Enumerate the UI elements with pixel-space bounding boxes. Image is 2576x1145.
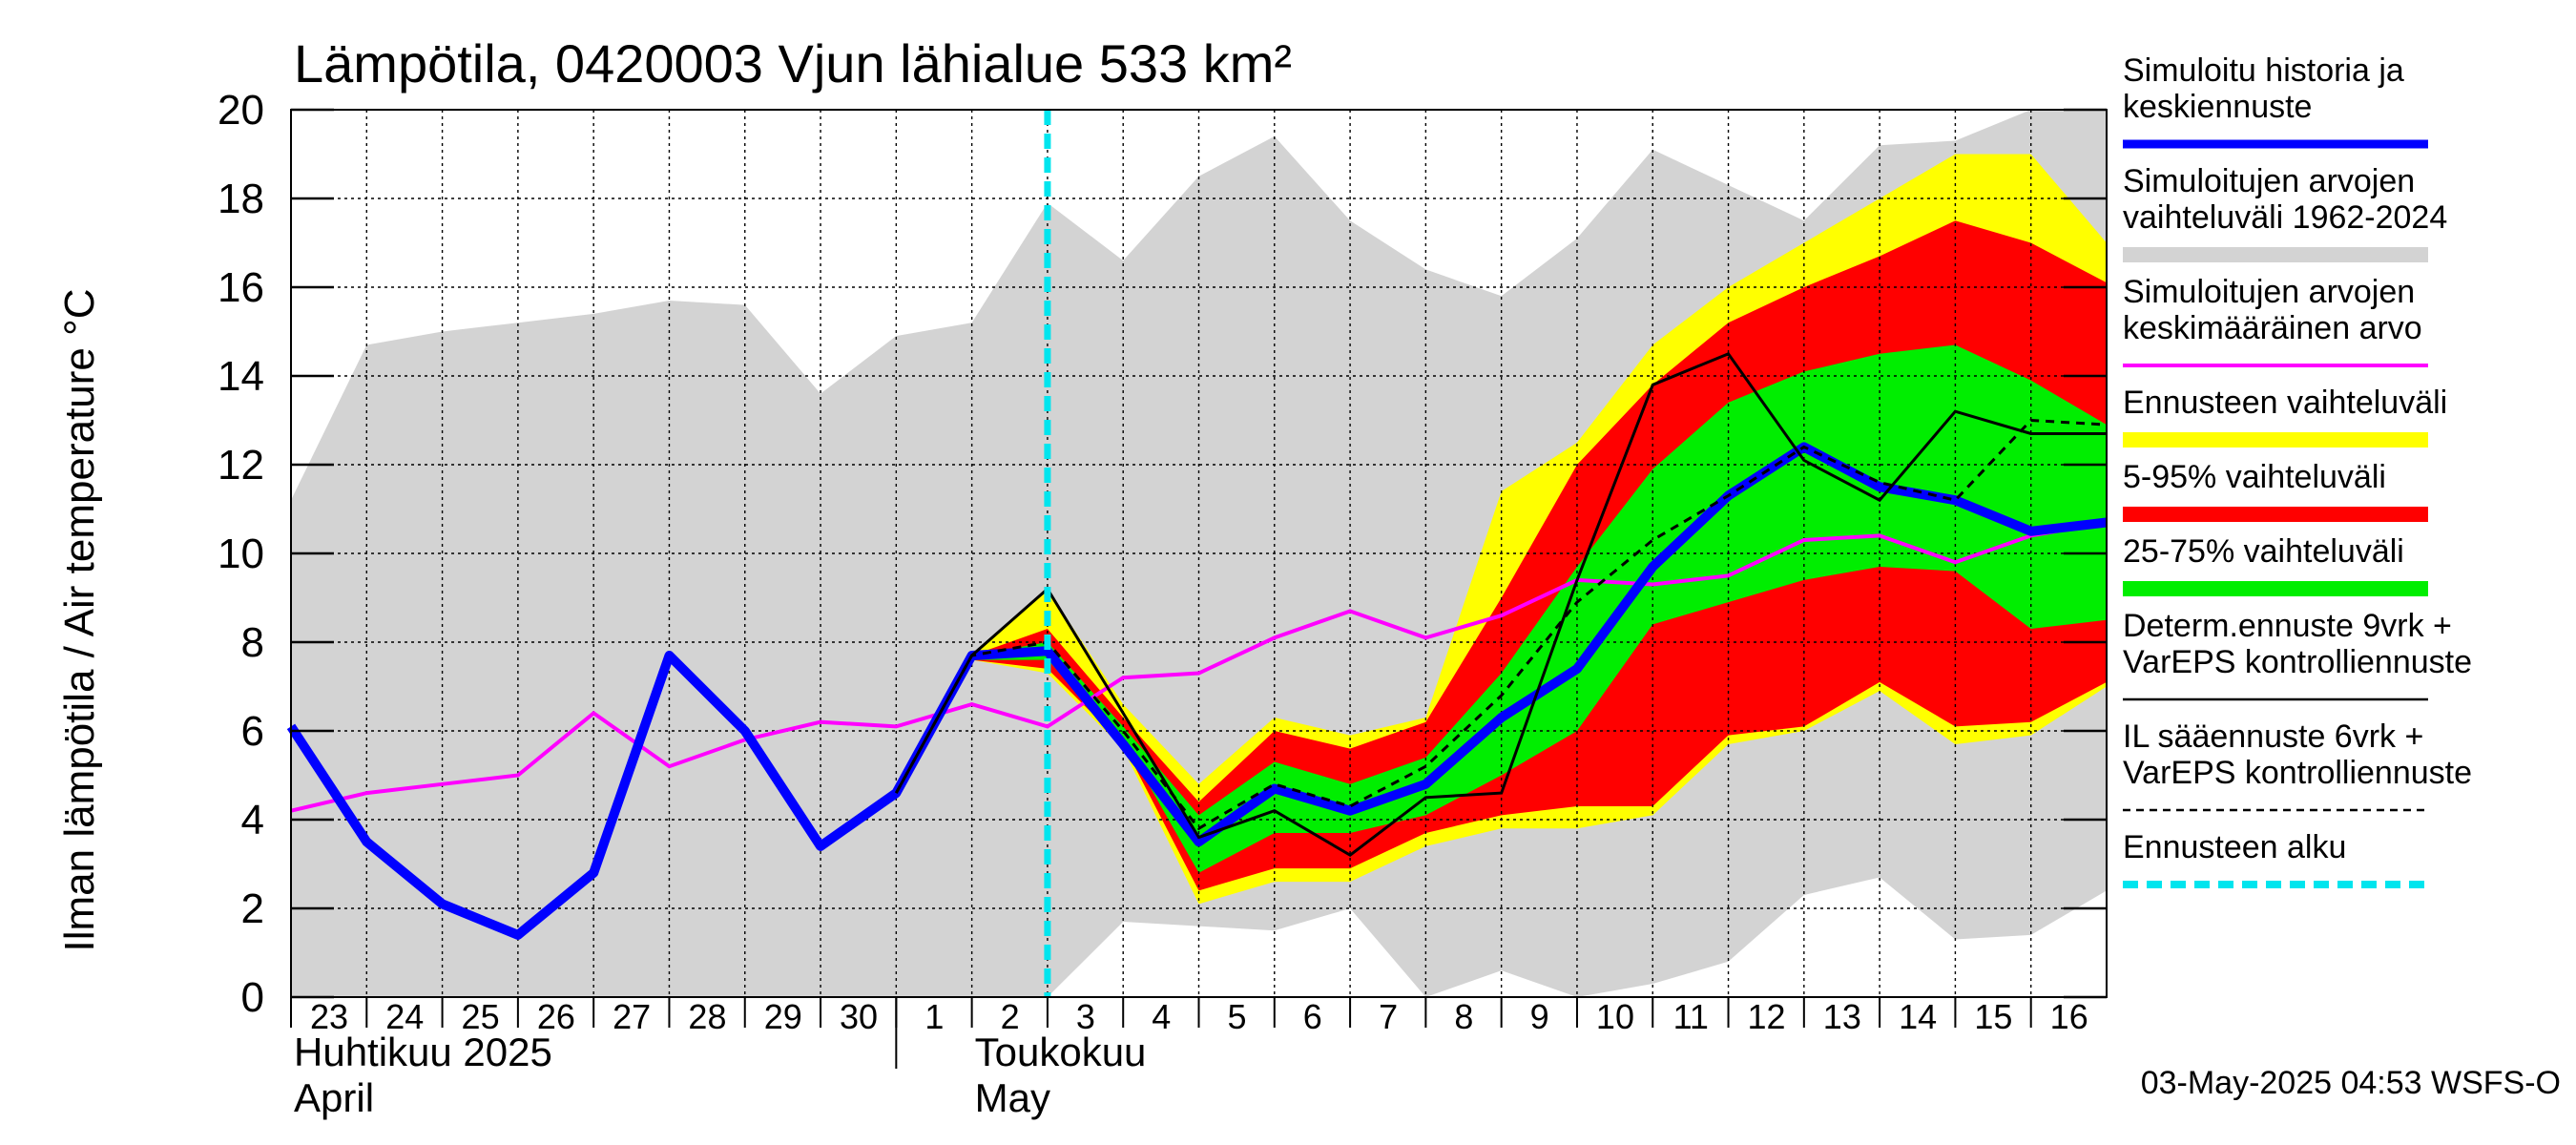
x-tick-label: 4	[1152, 997, 1171, 1036]
chart-title: Lämpötila, 0420003 Vjun lähialue 533 km²	[294, 33, 1292, 94]
x-tick-label: 26	[537, 997, 575, 1036]
legend-item: Ennusteen alku	[2123, 829, 2428, 888]
x-tick-label: 3	[1076, 997, 1095, 1036]
grid-lines	[291, 110, 2107, 997]
y-tick-label: 14	[218, 353, 264, 400]
x-tick-label: 12	[1748, 997, 1786, 1036]
x-tick-label: 7	[1379, 997, 1398, 1036]
x-tick-label: 15	[1974, 997, 2012, 1036]
month-label-en: May	[975, 1075, 1050, 1120]
legend-item: IL sääennuste 6vrk + VarEPS kontrollienn…	[2123, 718, 2472, 812]
x-tick-label: 2	[1001, 997, 1020, 1036]
x-tick-label: 9	[1530, 997, 1549, 1036]
legend-label: 5-95% vaihteluväli	[2123, 459, 2386, 495]
legend-label: 25-75% vaihteluväli	[2123, 533, 2404, 570]
month-label: Huhtikuu 2025	[294, 1030, 552, 1074]
legend-item: Ennusteen vaihteluväli	[2123, 385, 2447, 448]
y-axis-label: Ilman lämpötila / Air temperature °C	[56, 289, 103, 952]
x-tick-label: 10	[1596, 997, 1634, 1036]
y-tick-label: 16	[218, 264, 264, 311]
x-tick-label: 13	[1823, 997, 1861, 1036]
x-tick-label: 16	[2050, 997, 2088, 1036]
legend-swatch	[2123, 247, 2428, 262]
x-tick-label: 6	[1303, 997, 1322, 1036]
y-tick-label: 20	[218, 87, 264, 134]
y-tick-label: 4	[241, 797, 264, 843]
legend-label: Ennusteen vaihteluväli	[2123, 385, 2447, 421]
y-tick-label: 18	[218, 176, 264, 222]
legend-label: vaihteluväli 1962-2024	[2123, 199, 2447, 236]
legend-label: Simuloitujen arvojen	[2123, 274, 2415, 310]
y-tick-label: 12	[218, 442, 264, 489]
y-tick-label: 2	[241, 885, 264, 932]
legend-label: IL sääennuste 6vrk +	[2123, 718, 2423, 755]
timestamp: 03-May-2025 04:53 WSFS-O	[2141, 1065, 2561, 1101]
legend-label: keskimääräinen arvo	[2123, 310, 2422, 346]
x-tick-label: 25	[462, 997, 500, 1036]
x-axis: 23 24 25 26 27 28 29 30 1 2 3 4 5 6 7 8 9 10 11 12 13 14 15 16H…	[290, 997, 2088, 1120]
legend-swatch	[2123, 507, 2428, 522]
y-tick-label: 0	[241, 974, 264, 1021]
mean-line	[290, 520, 2108, 813]
legend-label: Simuloitu historia ja	[2123, 52, 2404, 89]
y-tick-label: 10	[218, 531, 264, 577]
legend-label: Simuloitujen arvojen	[2123, 163, 2415, 199]
legend: Simuloitu historia jakeskiennusteSimuloi…	[2123, 52, 2472, 888]
y-tick-label: 6	[241, 708, 264, 755]
legend-swatch	[2123, 581, 2428, 596]
legend-item: 25-75% vaihteluväli	[2123, 533, 2428, 596]
x-tick-label: 27	[613, 997, 651, 1036]
legend-label: VarEPS kontrolliennuste	[2123, 755, 2472, 791]
legend-label: keskiennuste	[2123, 89, 2312, 125]
y-tick-label: 8	[241, 619, 264, 666]
x-tick-label: 14	[1899, 997, 1937, 1036]
legend-label: VarEPS kontrolliennuste	[2123, 644, 2472, 680]
y-axis: 0 2 4 6 8 10 12 14 16 18 20	[218, 87, 2107, 1021]
legend-swatch	[2123, 432, 2428, 448]
legend-label: Ennusteen alku	[2123, 829, 2346, 865]
x-tick-label: 29	[764, 997, 802, 1036]
x-tick-label: 28	[688, 997, 726, 1036]
x-tick-label: 5	[1227, 997, 1246, 1036]
p25-75-range-band	[971, 344, 2107, 873]
month-label: Toukokuu	[975, 1030, 1147, 1074]
determ-forecast-line	[894, 351, 2107, 858]
il-forecast-line	[894, 418, 2108, 831]
x-tick-label: 30	[840, 997, 878, 1036]
x-tick-label: 24	[385, 997, 424, 1036]
x-tick-label: 23	[310, 997, 348, 1036]
legend-item: Determ.ennuste 9vrk +VarEPS kontrollienn…	[2123, 608, 2472, 701]
x-tick-label: 8	[1454, 997, 1473, 1036]
x-tick-label: 1	[924, 997, 944, 1036]
month-label-en: April	[294, 1075, 374, 1120]
legend-label: Determ.ennuste 9vrk +	[2123, 608, 2452, 644]
legend-item: 5-95% vaihteluväli	[2123, 459, 2428, 522]
x-tick-label: 11	[1673, 997, 1709, 1036]
